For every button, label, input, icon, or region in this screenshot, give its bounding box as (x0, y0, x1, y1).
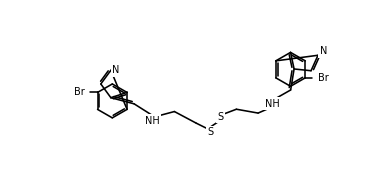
Text: S: S (207, 127, 213, 137)
Text: NH: NH (265, 99, 279, 109)
Text: N: N (112, 65, 120, 75)
Text: Br: Br (74, 87, 85, 97)
Text: S: S (218, 112, 224, 122)
Text: NH: NH (145, 116, 160, 126)
Text: Br: Br (318, 73, 328, 83)
Text: N: N (319, 46, 327, 56)
